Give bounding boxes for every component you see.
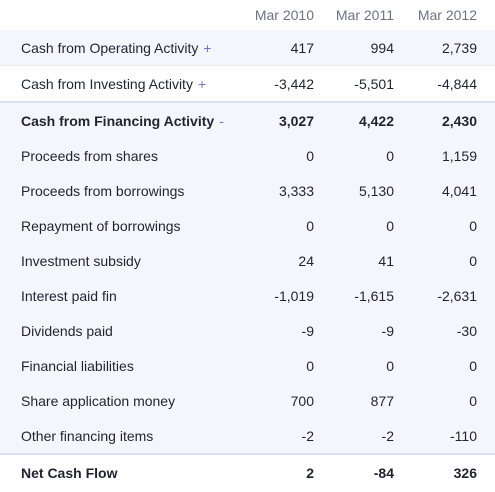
cell-value: -5,501 [354,75,394,92]
row-label: Proceeds from borrowings [21,182,185,199]
cell-value: -2 [301,427,314,444]
cell-value: -84 [373,464,394,481]
cell-value: 0 [386,217,394,234]
cell-value: 2,739 [441,39,477,56]
cell-value: 0 [386,147,394,164]
cell-value: 326 [453,464,477,481]
cell-value: -1,615 [354,287,394,304]
cell-value: 3,027 [278,112,314,129]
row-label: Other financing items [21,427,154,444]
cell-value: 0 [469,392,477,409]
table-row: Other financing items -2 -2 -110 [0,418,495,453]
cell-value: 41 [378,252,394,269]
cell-value: 0 [306,147,314,164]
column-header-mar-2011[interactable]: Mar 2011 [335,7,394,23]
row-label: Cash from Financing Activity [21,112,215,129]
expand-plus-icon[interactable]: + [203,39,212,56]
cell-value: -2 [381,427,394,444]
cell-value: 24 [298,252,314,269]
cell-value: -2,631 [437,287,477,304]
row-label: Proceeds from shares [21,147,158,164]
cell-value: 0 [386,357,394,374]
cell-value: -9 [381,322,394,339]
table-row: Proceeds from borrowings 3,333 5,130 4,0… [0,173,495,208]
cell-value: 0 [469,252,477,269]
cell-value: 0 [469,217,477,234]
cell-value: -4,844 [437,75,477,92]
cell-value: 994 [370,39,394,56]
cell-value: -1,019 [274,287,314,304]
column-header-mar-2010[interactable]: Mar 2010 [254,7,314,23]
table-row: Proceeds from shares 0 0 1,159 [0,138,495,173]
cell-value: -3,442 [274,75,314,92]
row-label: Cash from Operating Activity [21,39,199,56]
cell-value: -9 [301,322,314,339]
collapse-minus-icon[interactable]: - [219,112,224,129]
row-financing-activity[interactable]: Cash from Financing Activity - 3,027 4,42… [0,101,495,138]
row-investing-activity[interactable]: Cash from Investing Activity + -3,442 -5,… [0,66,495,101]
cell-value: 1,159 [441,147,477,164]
row-net-cash-flow: Net Cash Flow 2 -84 326 [0,453,495,490]
cell-value: 417 [290,39,314,56]
cell-value: 4,041 [441,182,477,199]
row-label: Financial liabilities [21,357,134,374]
row-label: Cash from Investing Activity [21,75,193,92]
row-label: Investment subsidy [21,252,141,269]
table-row: Repayment of borrowings 0 0 0 [0,208,495,243]
cell-value: 0 [306,357,314,374]
row-label: Repayment of borrowings [21,217,181,234]
row-label: Net Cash Flow [21,464,118,481]
row-label: Dividends paid [21,322,113,339]
table-row: Dividends paid -9 -9 -30 [0,313,495,348]
cell-value: 700 [290,392,314,409]
cell-value: 877 [370,392,394,409]
cell-value: 3,333 [278,182,314,199]
cell-value: 2 [306,464,314,481]
cell-value: 0 [469,357,477,374]
cell-value: 2,430 [441,112,477,129]
table-row: Financial liabilities 0 0 0 [0,348,495,383]
table-row: Interest paid fin -1,019 -1,615 -2,631 [0,278,495,313]
table-header: Mar 2010 Mar 2011 Mar 2012 [0,0,495,30]
row-operating-activity[interactable]: Cash from Operating Activity + 417 994 2,… [0,30,495,66]
table-row: Share application money 700 877 0 [0,383,495,418]
cell-value: 0 [306,217,314,234]
cell-value: -30 [456,322,477,339]
cell-value: 5,130 [358,182,394,199]
table-row: Investment subsidy 24 41 0 [0,243,495,278]
expand-plus-icon[interactable]: + [197,75,207,92]
column-header-mar-2012[interactable]: Mar 2012 [417,7,477,23]
row-label: Share application money [21,392,176,409]
row-label: Interest paid fin [21,287,117,304]
cell-value: 4,422 [358,112,394,129]
cell-value: -110 [450,427,477,444]
